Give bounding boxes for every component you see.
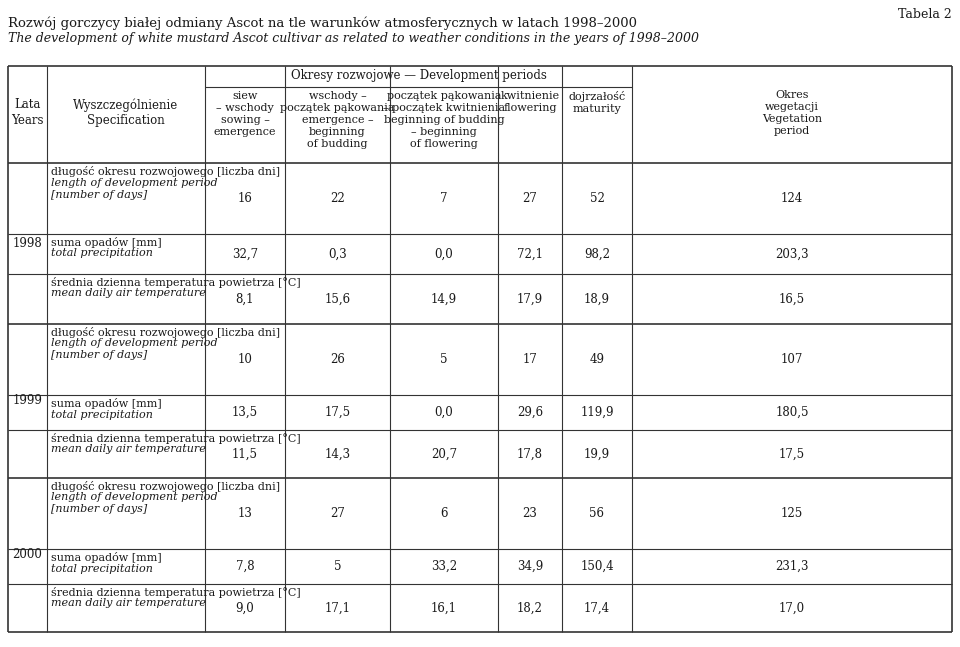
Text: 16: 16 bbox=[237, 192, 252, 205]
Text: 231,3: 231,3 bbox=[776, 560, 808, 573]
Text: mean daily air temperature: mean daily air temperature bbox=[51, 444, 205, 454]
Text: mean daily air temperature: mean daily air temperature bbox=[51, 289, 205, 298]
Text: 18,2: 18,2 bbox=[517, 602, 543, 615]
Text: Tabela 2: Tabela 2 bbox=[899, 8, 952, 21]
Text: 33,2: 33,2 bbox=[431, 560, 457, 573]
Text: 13,5: 13,5 bbox=[232, 406, 258, 419]
Text: 27: 27 bbox=[522, 192, 538, 205]
Text: 18,9: 18,9 bbox=[584, 292, 610, 305]
Text: 19,9: 19,9 bbox=[584, 448, 610, 461]
Text: 7: 7 bbox=[441, 192, 447, 205]
Text: Rozwój gorczycy białej odmiany Ascot na tle warunków atmosferycznych w latach 19: Rozwój gorczycy białej odmiany Ascot na … bbox=[8, 16, 637, 30]
Text: 20,7: 20,7 bbox=[431, 448, 457, 461]
Text: 32,7: 32,7 bbox=[232, 248, 258, 261]
Text: 52: 52 bbox=[589, 192, 605, 205]
Text: suma opadów [mm]: suma opadów [mm] bbox=[51, 237, 161, 248]
Text: kwitnienie
flowering: kwitnienie flowering bbox=[500, 91, 560, 113]
Text: średnia dzienna temperatura powietrza [°C]: średnia dzienna temperatura powietrza [°… bbox=[51, 433, 300, 444]
Text: średnia dzienna temperatura powietrza [°C]: średnia dzienna temperatura powietrza [°… bbox=[51, 277, 300, 288]
Text: siew
– wschody
sowing –
emergence: siew – wschody sowing – emergence bbox=[214, 91, 276, 137]
Text: 9,0: 9,0 bbox=[235, 602, 254, 615]
Text: 17,5: 17,5 bbox=[779, 448, 805, 461]
Text: 2000: 2000 bbox=[12, 549, 42, 562]
Text: długość okresu rozwojowego [liczba dni]: długość okresu rozwojowego [liczba dni] bbox=[51, 166, 280, 177]
Text: total precipitation: total precipitation bbox=[51, 564, 153, 573]
Text: 22: 22 bbox=[330, 192, 345, 205]
Text: 180,5: 180,5 bbox=[776, 406, 808, 419]
Text: 23: 23 bbox=[522, 507, 538, 520]
Text: 107: 107 bbox=[780, 353, 804, 366]
Text: długość okresu rozwojowego [liczba dni]: długość okresu rozwojowego [liczba dni] bbox=[51, 327, 280, 338]
Text: początek pąkowania
– początek kwitnienia
beginning of budding
– beginning
of flo: początek pąkowania – początek kwitnienia… bbox=[383, 91, 505, 149]
Text: total precipitation: total precipitation bbox=[51, 248, 153, 259]
Text: długość okresu rozwojowego [liczba dni]: długość okresu rozwojowego [liczba dni] bbox=[51, 481, 280, 492]
Text: 5: 5 bbox=[334, 560, 341, 573]
Text: Okresy rozwojowe — Development periods: Okresy rozwojowe — Development periods bbox=[291, 69, 546, 82]
Text: 56: 56 bbox=[589, 507, 605, 520]
Text: 14,9: 14,9 bbox=[431, 292, 457, 305]
Text: wschody –
początek pąkowania
emergence –
beginning
of budding: wschody – początek pąkowania emergence –… bbox=[280, 91, 395, 149]
Text: 26: 26 bbox=[330, 353, 345, 366]
Text: średnia dzienna temperatura powietrza [°C]: średnia dzienna temperatura powietrza [°… bbox=[51, 587, 300, 598]
Text: 150,4: 150,4 bbox=[580, 560, 613, 573]
Text: dojrzałość
maturity: dojrzałość maturity bbox=[568, 91, 626, 114]
Text: length of development period
[number of days]: length of development period [number of … bbox=[51, 177, 218, 199]
Text: 0,0: 0,0 bbox=[435, 248, 453, 261]
Text: 15,6: 15,6 bbox=[324, 292, 350, 305]
Text: 11,5: 11,5 bbox=[232, 448, 258, 461]
Text: Lata
Years: Lata Years bbox=[12, 98, 44, 127]
Text: 0,0: 0,0 bbox=[435, 406, 453, 419]
Text: total precipitation: total precipitation bbox=[51, 410, 153, 419]
Text: The development of white mustard Ascot cultivar as related to weather conditions: The development of white mustard Ascot c… bbox=[8, 32, 699, 45]
Text: suma opadów [mm]: suma opadów [mm] bbox=[51, 398, 161, 409]
Text: 13: 13 bbox=[237, 507, 252, 520]
Text: 72,1: 72,1 bbox=[517, 248, 543, 261]
Text: suma opadów [mm]: suma opadów [mm] bbox=[51, 552, 161, 563]
Text: 1998: 1998 bbox=[12, 237, 42, 250]
Text: 14,3: 14,3 bbox=[324, 448, 350, 461]
Text: 17,8: 17,8 bbox=[517, 448, 543, 461]
Text: 16,5: 16,5 bbox=[779, 292, 805, 305]
Text: 98,2: 98,2 bbox=[584, 248, 610, 261]
Text: Okres
wegetacji
Vegetation
period: Okres wegetacji Vegetation period bbox=[762, 89, 822, 135]
Text: 119,9: 119,9 bbox=[580, 406, 613, 419]
Text: 17,5: 17,5 bbox=[324, 406, 350, 419]
Text: 10: 10 bbox=[237, 353, 252, 366]
Text: 27: 27 bbox=[330, 507, 345, 520]
Text: 49: 49 bbox=[589, 353, 605, 366]
Text: 16,1: 16,1 bbox=[431, 602, 457, 615]
Text: 203,3: 203,3 bbox=[775, 248, 809, 261]
Text: 17: 17 bbox=[522, 353, 538, 366]
Text: 124: 124 bbox=[780, 192, 804, 205]
Text: 0,3: 0,3 bbox=[328, 248, 347, 261]
Text: 125: 125 bbox=[780, 507, 804, 520]
Text: length of development period
[number of days]: length of development period [number of … bbox=[51, 338, 218, 360]
Text: length of development period
[number of days]: length of development period [number of … bbox=[51, 492, 218, 514]
Text: 17,1: 17,1 bbox=[324, 602, 350, 615]
Text: Wyszczególnienie
Specification: Wyszczególnienie Specification bbox=[73, 98, 179, 127]
Text: 17,0: 17,0 bbox=[779, 602, 805, 615]
Text: 1999: 1999 bbox=[12, 395, 42, 408]
Text: 7,8: 7,8 bbox=[236, 560, 254, 573]
Text: 34,9: 34,9 bbox=[516, 560, 543, 573]
Text: 17,9: 17,9 bbox=[516, 292, 543, 305]
Text: 8,1: 8,1 bbox=[236, 292, 254, 305]
Text: 29,6: 29,6 bbox=[516, 406, 543, 419]
Text: 5: 5 bbox=[441, 353, 447, 366]
Text: 6: 6 bbox=[441, 507, 447, 520]
Text: mean daily air temperature: mean daily air temperature bbox=[51, 598, 205, 608]
Text: 17,4: 17,4 bbox=[584, 602, 610, 615]
